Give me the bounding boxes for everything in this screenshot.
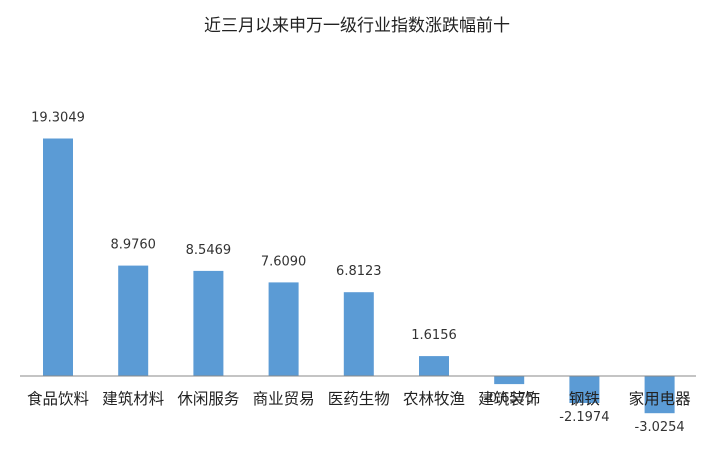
bar-6 [419,356,449,376]
category-label-7: 建筑装饰 [478,390,540,408]
bar-5 [343,292,374,376]
bar-4 [268,282,299,376]
data-label-6: 1.6156 [411,328,457,343]
data-label-1: 19.3049 [31,111,85,126]
bar-3 [193,270,224,376]
category-label-8: 钢铁 [569,390,600,408]
category-label-6: 农林牧渔 [403,390,465,408]
data-label-5: 6.8123 [336,264,382,279]
data-labels-group: 19.3049 8.9760 8.5469 7.6090 6.8123 1.6156 -0.… [31,111,685,436]
data-label-2: 8.9760 [110,238,156,253]
chart-title: 近三月以来申万一级行业指数涨跌幅前十 [204,16,510,36]
data-label-4: 7.6090 [261,254,307,269]
data-label-9: -3.0254 [635,420,685,435]
bar-2 [118,265,149,376]
data-label-8: -2.1974 [559,410,609,425]
bar-8 [569,376,600,403]
data-label-7: -0.6575 [484,391,534,406]
bar-7 [494,376,525,385]
bar-1 [43,138,73,376]
category-label-2: 建筑材料 [102,390,164,408]
category-labels-group: 食品饮料 建筑材料 休闲服务 商业贸易 医药生物 农林牧渔 建筑装饰 钢铁 家用电器 [27,390,691,408]
data-label-3: 8.5469 [186,243,232,258]
category-label-3: 休闲服务 [177,390,239,408]
category-label-1: 食品饮料 [27,390,89,408]
category-label-4: 商业贸易 [253,390,315,408]
category-label-9: 家用电器 [629,390,692,408]
bar-9 [644,376,675,414]
bars-group [43,138,675,414]
category-label-5: 医药生物 [328,390,390,408]
